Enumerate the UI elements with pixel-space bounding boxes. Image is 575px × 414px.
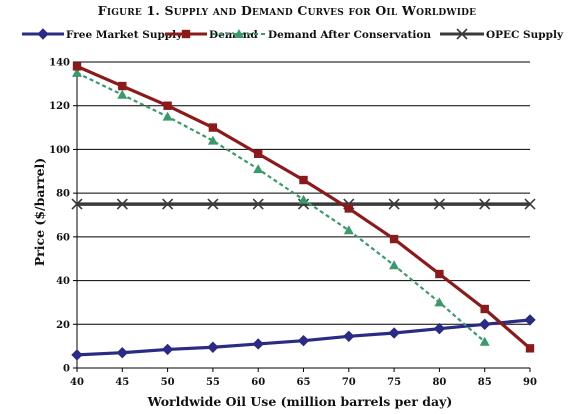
legend-marker-opec-supply-b xyxy=(456,28,468,40)
point-free-market-supply-85 xyxy=(478,318,491,330)
point-free-market-supply-75 xyxy=(388,327,400,339)
point-opec-supply-90 xyxy=(524,198,536,210)
legend-marker-free-market-supply xyxy=(37,28,49,40)
point-opec-supply-40 xyxy=(71,198,83,210)
point-demand-after-conservation-85 xyxy=(479,336,490,346)
point-demand-40 xyxy=(72,62,82,71)
legend-marker-opec-supply xyxy=(456,28,468,40)
legend-label-opec-supply: OPEC Supply xyxy=(486,29,564,41)
axes: 0 20 40 60 80 100 120 140 40 45 50 55 60 65 70 75 80 85 90 xyxy=(49,58,537,389)
legend-marker-demand-after-conservation xyxy=(234,29,244,38)
point-free-market-supply-80 xyxy=(433,322,446,335)
point-demand-after-conservation-40 xyxy=(72,67,82,77)
point-opec-supply-55 xyxy=(207,198,219,210)
x-tick-label-80: 80 xyxy=(432,377,446,388)
x-tick-label-75: 75 xyxy=(387,377,401,388)
point-free-market-supply-65 xyxy=(297,334,310,347)
point-demand-after-conservation-70 xyxy=(343,225,354,235)
series-opec-supply xyxy=(71,198,536,210)
series-line-demand xyxy=(76,64,532,350)
point-free-market-supply-50 xyxy=(161,343,174,356)
point-opec-supply-40-b xyxy=(71,198,83,210)
point-opec-supply-50-b xyxy=(162,198,174,210)
y-tick-label-0: 0 xyxy=(63,364,70,375)
point-opec-supply-60 xyxy=(252,198,264,210)
point-opec-supply-90-b xyxy=(524,198,536,210)
x-tick-label-70: 70 xyxy=(342,377,356,388)
point-opec-supply-85 xyxy=(479,198,491,210)
point-opec-supply-85-b xyxy=(479,198,491,210)
y-tick-label-40: 40 xyxy=(56,276,70,287)
point-free-market-supply-60 xyxy=(252,338,264,350)
legend-item-free-market-supply: Free Market Supply xyxy=(22,28,183,41)
y-axis-label: Price ($/barrel) xyxy=(32,158,47,266)
y-tick-label-100: 100 xyxy=(49,145,70,156)
point-demand-85 xyxy=(480,304,489,314)
y-tick-label-20: 20 xyxy=(56,320,70,331)
point-demand-80 xyxy=(435,269,444,279)
point-free-market-supply-70 xyxy=(343,330,355,343)
legend-item-opec-supply: OPEC Supply xyxy=(440,28,564,41)
point-opec-supply-80-b xyxy=(433,198,445,210)
series-layer xyxy=(71,62,536,361)
legend: Free Market SupplyDemandDemand After Con… xyxy=(22,28,564,41)
legend-marker-demand xyxy=(181,29,191,39)
point-demand-75 xyxy=(389,234,399,244)
series-line-demand-after-conservation xyxy=(76,71,486,343)
point-demand-after-conservation-55 xyxy=(207,135,218,145)
point-demand-65 xyxy=(299,175,308,185)
y-tick-label-140: 140 xyxy=(49,58,70,69)
point-demand-after-conservation-75 xyxy=(389,260,400,270)
series-demand xyxy=(72,62,535,353)
point-demand-after-conservation-65 xyxy=(298,194,309,204)
point-demand-55 xyxy=(208,123,218,132)
point-opec-supply-80 xyxy=(433,198,445,210)
point-opec-supply-75 xyxy=(388,198,400,210)
x-tick-label-50: 50 xyxy=(161,377,175,388)
point-opec-supply-75-b xyxy=(388,198,400,210)
series-demand-after-conservation xyxy=(72,67,490,346)
x-tick-label-40: 40 xyxy=(70,377,84,388)
point-demand-60 xyxy=(254,149,263,158)
point-demand-50 xyxy=(163,101,172,110)
point-demand-70 xyxy=(344,204,353,213)
x-tick-label-90: 90 xyxy=(523,377,537,388)
point-opec-supply-60-b xyxy=(252,198,264,210)
x-tick-label-65: 65 xyxy=(297,377,311,388)
point-demand-after-conservation-50 xyxy=(162,111,173,121)
legend-item-demand-after-conservation: Demand After Conservation xyxy=(212,29,431,41)
point-demand-90 xyxy=(525,344,535,353)
x-tick-label-45: 45 xyxy=(115,377,129,388)
x-tick-label-85: 85 xyxy=(478,377,492,388)
series-free-market-supply xyxy=(71,314,536,361)
point-demand-45 xyxy=(118,81,127,91)
point-opec-supply-50 xyxy=(162,198,174,210)
point-free-market-supply-90 xyxy=(524,314,536,326)
x-axis-label: Worldwide Oil Use (million barrels per d… xyxy=(147,394,453,409)
point-demand-after-conservation-60 xyxy=(253,164,264,174)
point-free-market-supply-45 xyxy=(116,346,129,359)
legend-label-free-market-supply: Free Market Supply xyxy=(66,29,183,41)
point-opec-supply-45-b xyxy=(116,198,128,210)
point-free-market-supply-55 xyxy=(207,341,219,353)
point-opec-supply-55-b xyxy=(207,198,219,210)
point-opec-supply-45 xyxy=(116,198,128,210)
chart-title: Figure 1. Supply and Demand Curves for O… xyxy=(98,3,476,18)
y-tick-label-60: 60 xyxy=(56,232,70,243)
x-tick-label-55: 55 xyxy=(206,377,220,388)
y-tick-label-120: 120 xyxy=(49,101,70,112)
legend-label-demand-after-conservation: Demand After Conservation xyxy=(268,29,431,41)
x-tick-label-60: 60 xyxy=(251,377,265,388)
point-free-market-supply-40 xyxy=(71,349,83,361)
y-tick-label-80: 80 xyxy=(56,189,70,200)
point-demand-after-conservation-80 xyxy=(434,297,445,307)
gridlines xyxy=(77,61,530,325)
point-demand-after-conservation-45 xyxy=(117,89,128,99)
